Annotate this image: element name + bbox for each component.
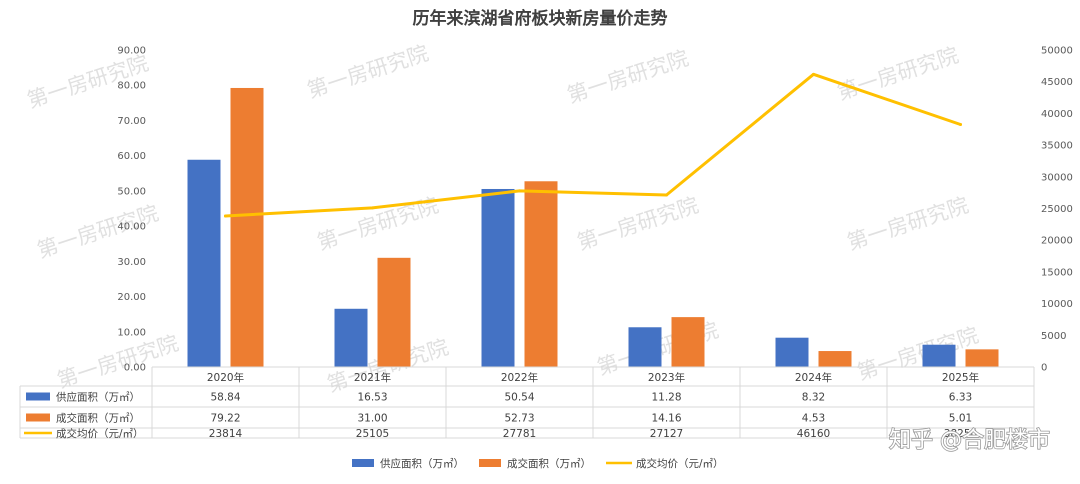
y-axis-right: 0 5000 10000 15000 20000 25000 30000 35000 40000… — [1041, 46, 1073, 374]
y-left-tick-label: 50.00 — [117, 186, 146, 197]
line-layer — [224, 72, 962, 218]
avg-price-point — [518, 189, 521, 193]
y-axis-left: 0.00 10.00 20.00 30.00 40.00 50.00 60.00 70.00 8… — [117, 46, 146, 374]
chart-title: 历年来滨湖省府板块新房量价走势 — [413, 8, 668, 29]
watermark-text: 第一房研究院 — [564, 46, 691, 108]
bar-supply — [187, 159, 221, 367]
table-cell: 50.54 — [504, 392, 534, 404]
table-row-header: 成交均价（元/㎡） — [56, 427, 144, 440]
table-cell: 58.84 — [210, 392, 240, 404]
x-category-label: 2020年 — [207, 371, 244, 384]
table-cell: 5.01 — [949, 413, 972, 425]
y-right-tick-label: 15000 — [1041, 267, 1073, 278]
table-cell: 4.53 — [802, 413, 825, 425]
y-left-tick-label: 60.00 — [117, 151, 146, 162]
bar-supply — [922, 344, 956, 367]
y-right-tick-label: 0 — [1041, 363, 1047, 374]
table-cell: 27781 — [503, 428, 536, 440]
avg-price-line — [224, 72, 962, 218]
y-right-tick-label: 10000 — [1041, 299, 1073, 310]
y-right-tick-label: 40000 — [1041, 109, 1073, 120]
table-cell: 27127 — [650, 428, 683, 440]
y-left-tick-label: 40.00 — [117, 222, 146, 233]
legend-label: 成交面积（万㎡） — [507, 457, 591, 470]
table-cell: 16.53 — [357, 392, 387, 404]
y-left-tick-label: 10.00 — [117, 327, 146, 338]
y-right-tick-label: 5000 — [1041, 331, 1066, 342]
table-legend-key — [26, 392, 50, 401]
bar-transaction — [671, 317, 705, 367]
table-cell: 14.16 — [651, 413, 681, 425]
x-category-label: 2023年 — [648, 371, 685, 384]
table-cell: 52.73 — [504, 413, 534, 425]
bar-supply — [481, 188, 515, 367]
y-left-tick-label: 80.00 — [117, 81, 146, 92]
avg-price-point — [665, 193, 668, 197]
x-category-label: 2022年 — [501, 371, 538, 384]
y-left-tick-label: 90.00 — [117, 46, 146, 57]
bar-transaction — [524, 181, 558, 367]
legend-label: 成交均价（元/㎡） — [636, 457, 724, 470]
bar-supply — [628, 327, 662, 367]
y-right-tick-label: 50000 — [1041, 46, 1073, 57]
table-cell: 8.32 — [802, 392, 825, 404]
x-category-label: 2025年 — [942, 371, 979, 384]
avg-price-point — [371, 206, 374, 210]
watermark-text: 第一房研究院 — [54, 331, 181, 393]
bar-transaction — [230, 87, 264, 368]
y-right-tick-label: 45000 — [1041, 77, 1073, 88]
credit-text: 知乎 @合肥楼市 — [889, 428, 1050, 453]
table-cell: 79.22 — [210, 413, 240, 425]
table-legend-key — [26, 413, 50, 422]
bar-transaction — [377, 257, 411, 367]
y-right-tick-label: 20000 — [1041, 236, 1073, 247]
x-category-label: 2021年 — [354, 371, 391, 384]
y-left-tick-label: 0.00 — [124, 363, 146, 374]
y-left-tick-label: 20.00 — [117, 292, 146, 303]
legend-label: 供应面积（万㎡） — [380, 457, 464, 470]
bars-layer — [187, 87, 999, 368]
x-category-label: 2024年 — [795, 371, 832, 384]
bar-supply — [334, 308, 368, 367]
legend-key — [479, 459, 501, 467]
table-cell: 23814 — [209, 428, 243, 440]
watermark-text: 第一房研究院 — [574, 193, 701, 255]
table-cell: 38250 — [944, 428, 977, 440]
y-left-tick-label: 30.00 — [117, 257, 146, 268]
table-row-header: 供应面积（万㎡） — [56, 391, 140, 404]
table-cell: 25105 — [356, 428, 389, 440]
avg-price-point — [224, 214, 227, 218]
credit-layer: 知乎 @合肥楼市 — [888, 427, 1051, 454]
table-row-header: 成交面积（万㎡） — [56, 412, 140, 425]
y-left-tick-label: 70.00 — [117, 116, 146, 127]
table-cell: 31.00 — [357, 413, 387, 425]
watermark-text: 第一房研究院 — [304, 41, 431, 103]
avg-price-point — [959, 122, 962, 126]
y-right-tick-label: 25000 — [1041, 204, 1073, 215]
bar-transaction — [818, 351, 852, 367]
avg-price-point — [812, 72, 815, 76]
legend-key — [352, 459, 374, 467]
watermark-text: 第一房研究院 — [844, 193, 971, 255]
watermark-text: 第一房研究院 — [834, 43, 961, 105]
table-cell: 46160 — [797, 428, 830, 440]
table-cell: 6.33 — [949, 392, 972, 404]
legend: 供应面积（万㎡） 成交面积（万㎡） 成交均价（元/㎡） — [352, 457, 724, 470]
y-right-tick-label: 35000 — [1041, 141, 1073, 152]
bar-transaction — [965, 349, 999, 367]
bar-supply — [775, 337, 809, 367]
table-cell: 11.28 — [651, 392, 681, 404]
y-right-tick-label: 30000 — [1041, 172, 1073, 183]
